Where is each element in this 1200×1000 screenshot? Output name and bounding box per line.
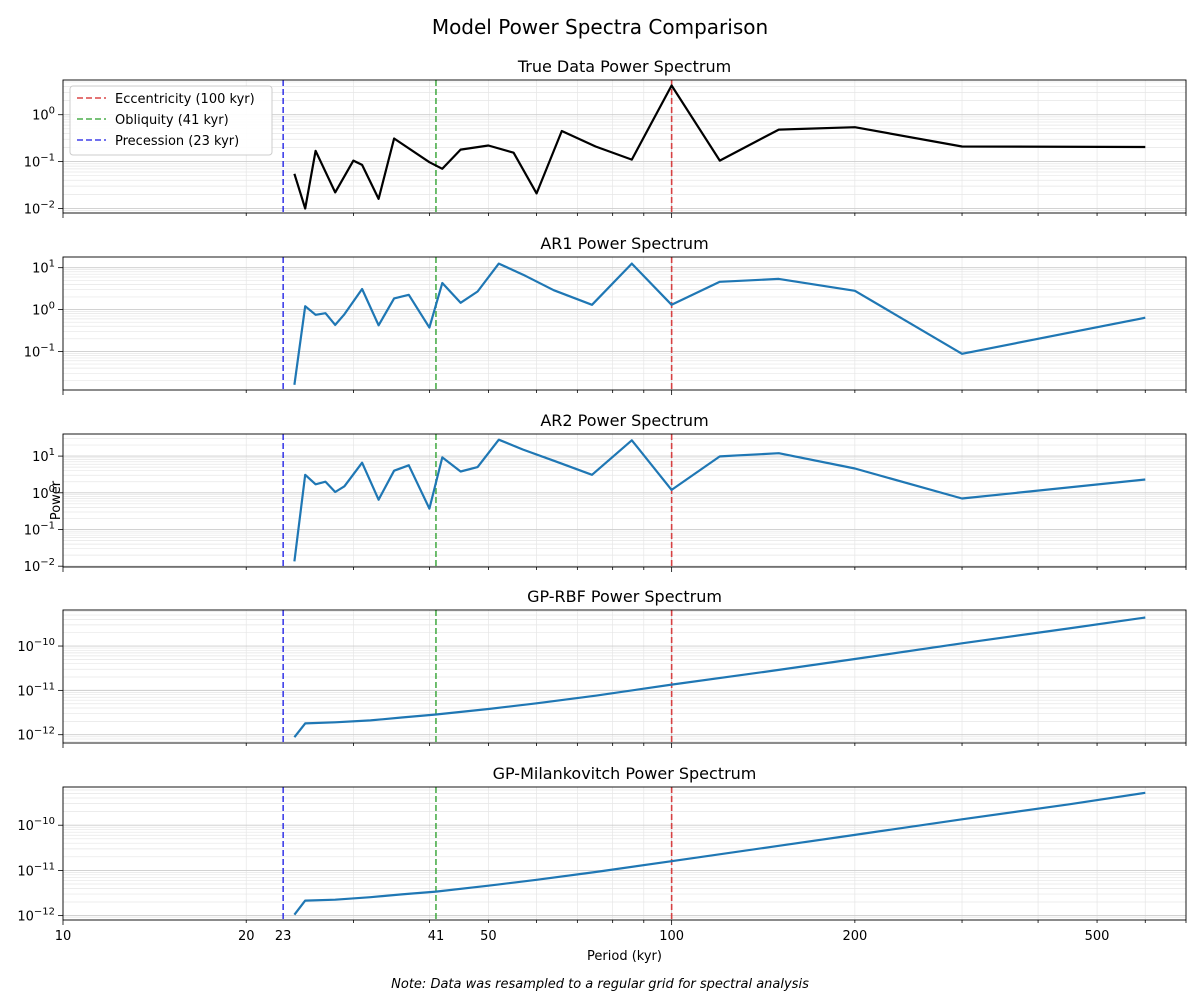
y-tick-label: 10−2	[24, 199, 55, 217]
axes-frame	[62, 433, 1187, 568]
y-tick-label: 101	[32, 259, 55, 277]
series-line	[293, 84, 1146, 210]
x-tick-label: 100	[659, 929, 684, 944]
y-axis-label: Power	[49, 480, 64, 520]
series-line	[293, 791, 1146, 916]
y-tick-label: 10−11	[17, 681, 55, 699]
y-tick-label: 100	[32, 484, 55, 502]
series-line	[293, 438, 1146, 562]
legend: Eccentricity (100 kyr) Obliquity (41 kyr)…	[69, 85, 273, 156]
x-tick-label: 200	[842, 929, 867, 944]
y-tick-label: 100	[32, 106, 55, 124]
y-tick-label: 10−10	[17, 816, 55, 834]
subplot-5: 10−12 10−11 10−10 GP-Milankovitch Power Spe…	[17, 764, 1187, 964]
axes-frame	[62, 256, 1187, 391]
legend-entry: Eccentricity (100 kyr)	[115, 92, 255, 107]
subplot-3: 10−2 10−1 100 101 AR2 Power Spectrum Power	[24, 411, 1187, 575]
x-tick-label: 20	[238, 929, 255, 944]
y-tick-label: 10−1	[24, 153, 55, 171]
axes-frame	[62, 609, 1187, 744]
legend-entry: Obliquity (41 kyr)	[115, 113, 229, 128]
figure-note: Note: Data was resampled to a regular gr…	[391, 977, 809, 992]
y-tick-label: 10−12	[17, 907, 55, 925]
y-tick-label: 10−12	[17, 726, 55, 744]
subplot-title: GP-Milankovitch Power Spectrum	[493, 764, 757, 783]
y-tick-label: 10−11	[17, 861, 55, 879]
x-axis-label: Period (kyr)	[587, 949, 662, 964]
legend-entry: Precession (23 kyr)	[115, 134, 239, 149]
x-tick-label: 50	[480, 929, 497, 944]
x-tick-label: 500	[1085, 929, 1110, 944]
subplot-title: GP-RBF Power Spectrum	[527, 587, 722, 606]
x-tick-label: 23	[275, 929, 292, 944]
subplot-title: True Data Power Spectrum	[517, 57, 731, 76]
y-tick-label: 100	[32, 301, 55, 319]
x-tick-label: 41	[428, 929, 445, 944]
figure-title: Model Power Spectra Comparison	[431, 15, 769, 39]
subplot-1: 10−2 10−1 100 True Data Power Spectrum Eccen…	[24, 57, 1187, 218]
y-tick-label: 10−10	[17, 637, 55, 655]
subplot-title: AR2 Power Spectrum	[540, 411, 708, 430]
legend-box	[69, 85, 273, 156]
subplot-4: 10−12 10−11 10−10 GP-RBF Power Spectrum	[17, 587, 1187, 748]
y-tick-label: 10−1	[24, 520, 55, 538]
y-tick-label: 10−1	[24, 342, 55, 360]
y-tick-label: 101	[32, 447, 55, 465]
y-tick-label: 10−2	[24, 557, 55, 575]
series-line	[293, 262, 1146, 385]
subplot-title: AR1 Power Spectrum	[540, 234, 708, 253]
axes-frame	[62, 79, 1187, 214]
subplot-2: 10−1 100 101 AR1 Power Spectrum	[24, 234, 1187, 395]
series-line	[293, 616, 1146, 738]
axes-frame	[62, 786, 1187, 921]
x-tick-label: 10	[55, 929, 72, 944]
